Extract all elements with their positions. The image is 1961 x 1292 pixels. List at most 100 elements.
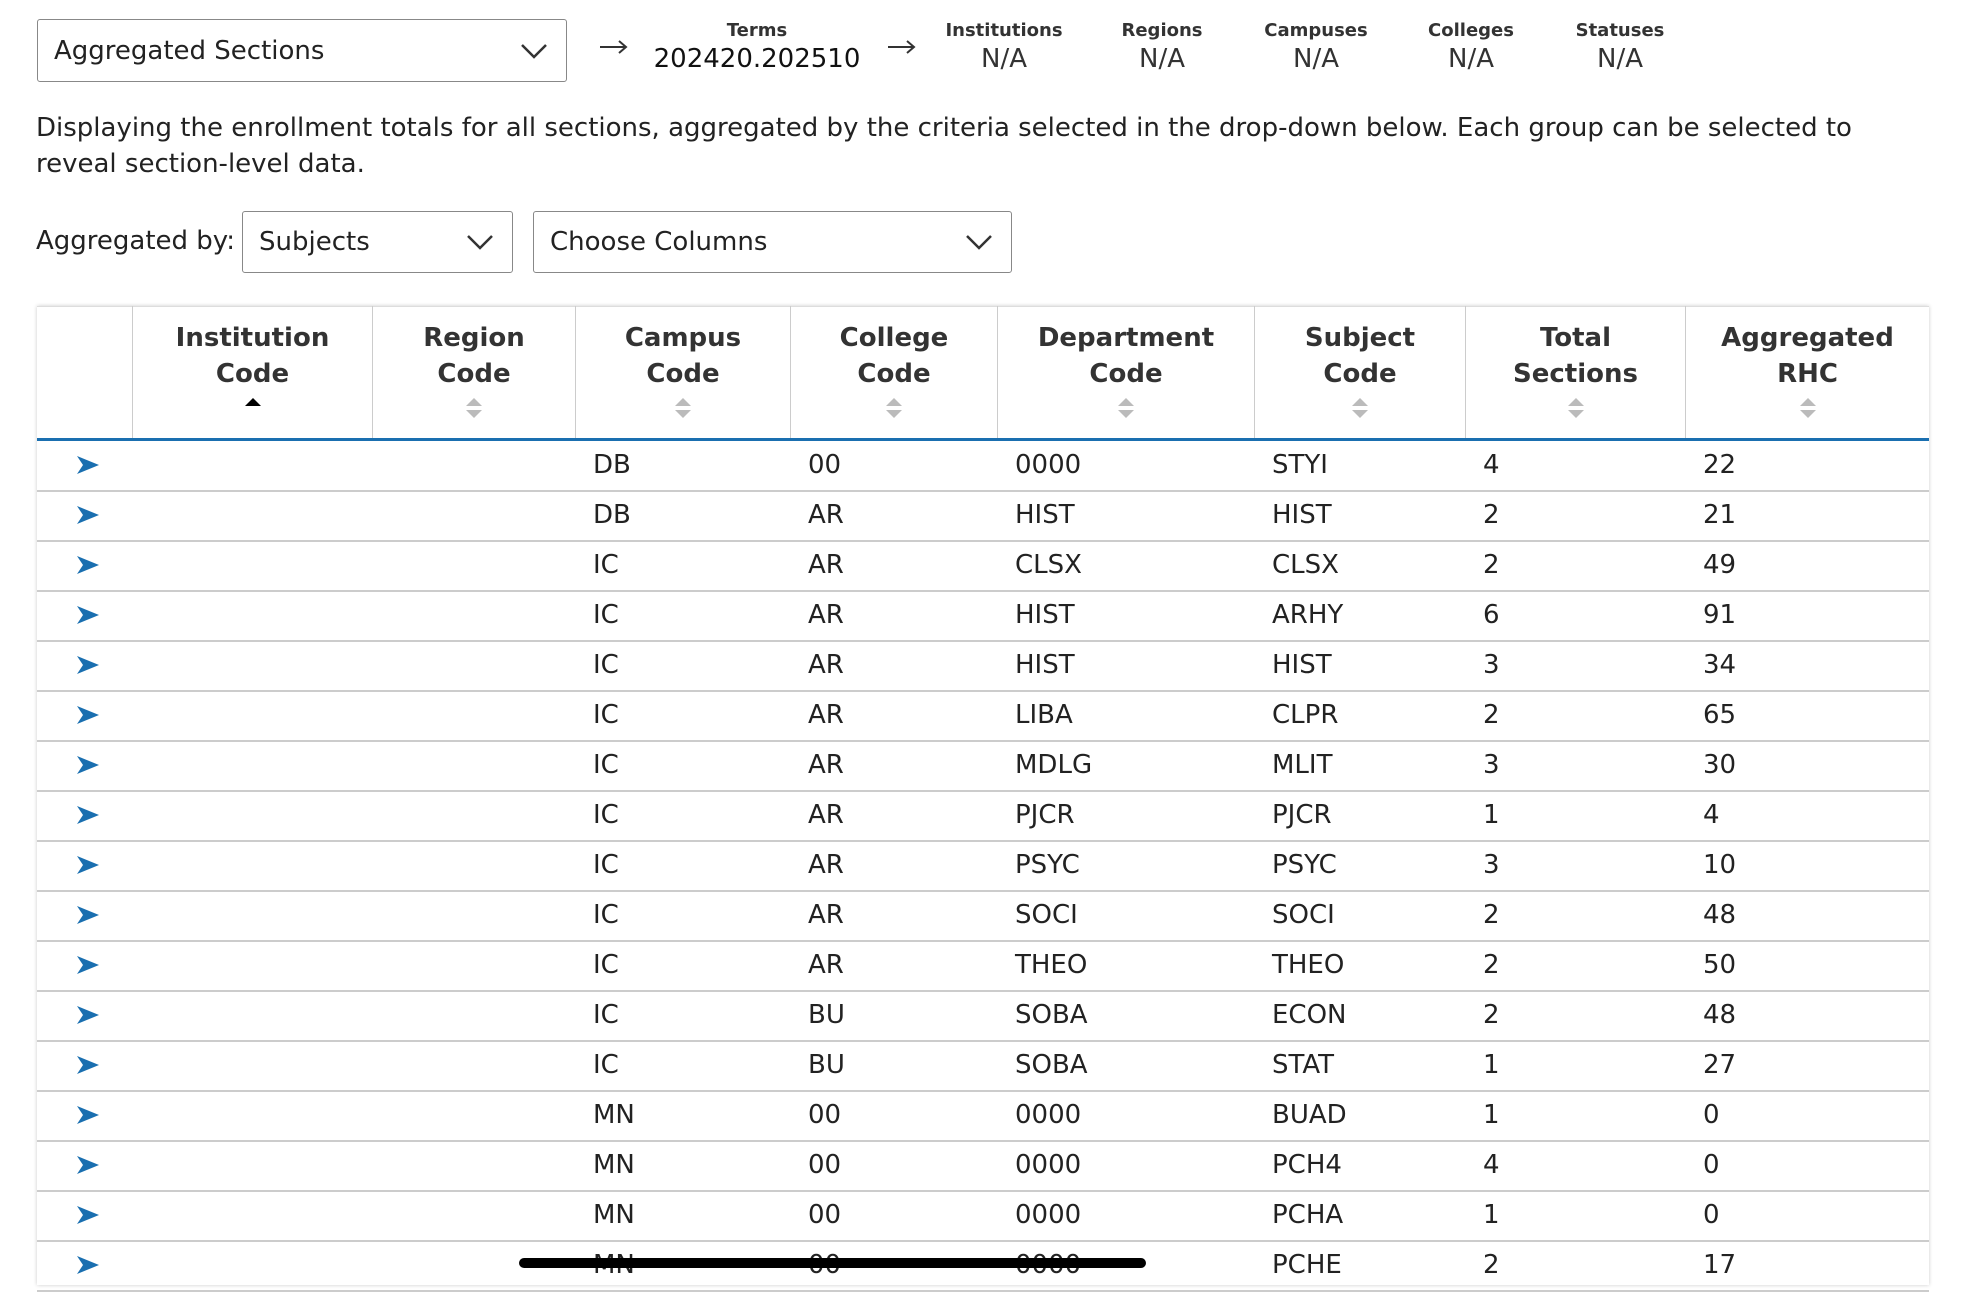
column-header[interactable]: Subject Code [1254, 306, 1465, 440]
table-cell: AR [808, 600, 844, 630]
expand-button[interactable] [76, 504, 100, 526]
table-cell: 00 [808, 450, 842, 480]
row-divider [37, 940, 1929, 942]
expand-button[interactable] [76, 1204, 100, 1226]
column-header[interactable]: Region Code [372, 306, 575, 440]
table-cell: AR [808, 750, 844, 780]
table-cell: 0000 [1015, 1150, 1082, 1180]
expand-button[interactable] [76, 1004, 100, 1026]
table-cell: HIST [1272, 500, 1332, 530]
expand-icon [77, 456, 99, 474]
table-cell: 17 [1703, 1250, 1737, 1280]
table-cell: STAT [1272, 1050, 1335, 1080]
column-header-text: Subject Code [1304, 323, 1416, 389]
expand-button[interactable] [76, 1104, 100, 1126]
table-cell: IC [593, 900, 619, 930]
column-header[interactable]: Department Code [997, 306, 1254, 440]
table-cell: 0 [1703, 1200, 1720, 1230]
aggregate-dropdown[interactable]: Subjects [242, 211, 513, 273]
table-cell: HIST [1272, 650, 1332, 680]
table-cell: CLPR [1272, 700, 1339, 730]
description: Displaying the enrollment totals for all… [36, 113, 1852, 179]
table-cell: IC [593, 700, 619, 730]
table-cell: 2 [1483, 550, 1500, 580]
table-cell: 4 [1483, 450, 1500, 480]
row-divider [37, 1140, 1929, 1142]
table-cell: MLIT [1272, 750, 1333, 780]
table-cell: 30 [1703, 750, 1737, 780]
table-cell: MDLG [1015, 750, 1093, 780]
table-cell: 1 [1483, 800, 1500, 830]
table-cell: 0 [1703, 1150, 1720, 1180]
table-cell: HIST [1015, 600, 1075, 630]
expand-button[interactable] [76, 1154, 100, 1176]
expand-button[interactable] [76, 804, 100, 826]
row-divider [37, 1240, 1929, 1242]
column-header-text: Campus Code [624, 323, 742, 389]
expand-button[interactable] [76, 954, 100, 976]
sort-icon [244, 398, 261, 418]
table-cell: 2 [1483, 900, 1500, 930]
table-cell: BUAD [1272, 1100, 1347, 1130]
expand-button[interactable] [76, 1054, 100, 1076]
expand-icon [77, 906, 99, 924]
table-cell: 3 [1483, 650, 1500, 680]
table-cell: PCH4 [1272, 1150, 1342, 1180]
expand-icon [77, 1256, 99, 1274]
table-cell: IC [593, 1050, 619, 1080]
expand-button[interactable] [76, 904, 100, 926]
table-cell: AR [808, 900, 844, 930]
sort-icon [1352, 398, 1368, 418]
table-cell: 00 [808, 1200, 842, 1230]
column-header[interactable]: Total Sections [1465, 306, 1685, 440]
expand-button[interactable] [76, 854, 100, 876]
filter-label: Statuses [1575, 20, 1665, 41]
table-frame [37, 306, 1929, 1285]
expand-button[interactable] [76, 604, 100, 626]
column-header[interactable]: Campus Code [575, 306, 790, 440]
row-divider [37, 640, 1929, 642]
header-divider [37, 438, 1929, 441]
column-header-text: College Code [839, 323, 949, 389]
column-header[interactable]: Aggregated RHC [1685, 306, 1929, 440]
columns-dropdown[interactable]: Choose Columns [533, 211, 1012, 273]
expand-button[interactable] [76, 454, 100, 476]
table-cell: IC [593, 800, 619, 830]
table-cell: 1 [1483, 1050, 1500, 1080]
row-divider [37, 740, 1929, 742]
expand-button[interactable] [76, 554, 100, 576]
row-divider [37, 1290, 1929, 1292]
row-divider [37, 490, 1929, 492]
expand-button[interactable] [76, 754, 100, 776]
table-cell: PJCR [1272, 800, 1332, 830]
table-cell: 3 [1483, 850, 1500, 880]
row-divider [37, 1040, 1929, 1042]
table-cell: MN [593, 1100, 635, 1130]
expand-icon [77, 1206, 99, 1224]
table-cell: SOCI [1015, 900, 1078, 930]
table-cell: AR [808, 850, 844, 880]
filter-value: 202420.202510 [653, 44, 861, 74]
table-cell: 34 [1703, 650, 1737, 680]
table-cell: SOBA [1015, 1050, 1088, 1080]
column-header[interactable]: College Code [790, 306, 997, 440]
table-cell: 1 [1483, 1200, 1500, 1230]
table-cell: 48 [1703, 900, 1737, 930]
row-divider [37, 1090, 1929, 1092]
row-divider [37, 840, 1929, 842]
sort-icon [1799, 398, 1816, 418]
table-cell: 27 [1703, 1050, 1737, 1080]
table-cell: 0000 [1015, 450, 1082, 480]
table-cell: 49 [1703, 550, 1737, 580]
table-cell: 50 [1703, 950, 1737, 980]
view-dropdown[interactable]: Aggregated Sections [37, 19, 567, 82]
expand-button[interactable] [76, 704, 100, 726]
expand-button[interactable] [76, 1254, 100, 1276]
filter-label: Regions [1121, 20, 1203, 41]
table-cell: STYI [1272, 450, 1328, 480]
expand-button[interactable] [76, 654, 100, 676]
sort-icon [1118, 398, 1134, 418]
expand-icon [77, 856, 99, 874]
column-header[interactable]: Institution Code [132, 306, 372, 440]
table-cell: BU [808, 1050, 845, 1080]
